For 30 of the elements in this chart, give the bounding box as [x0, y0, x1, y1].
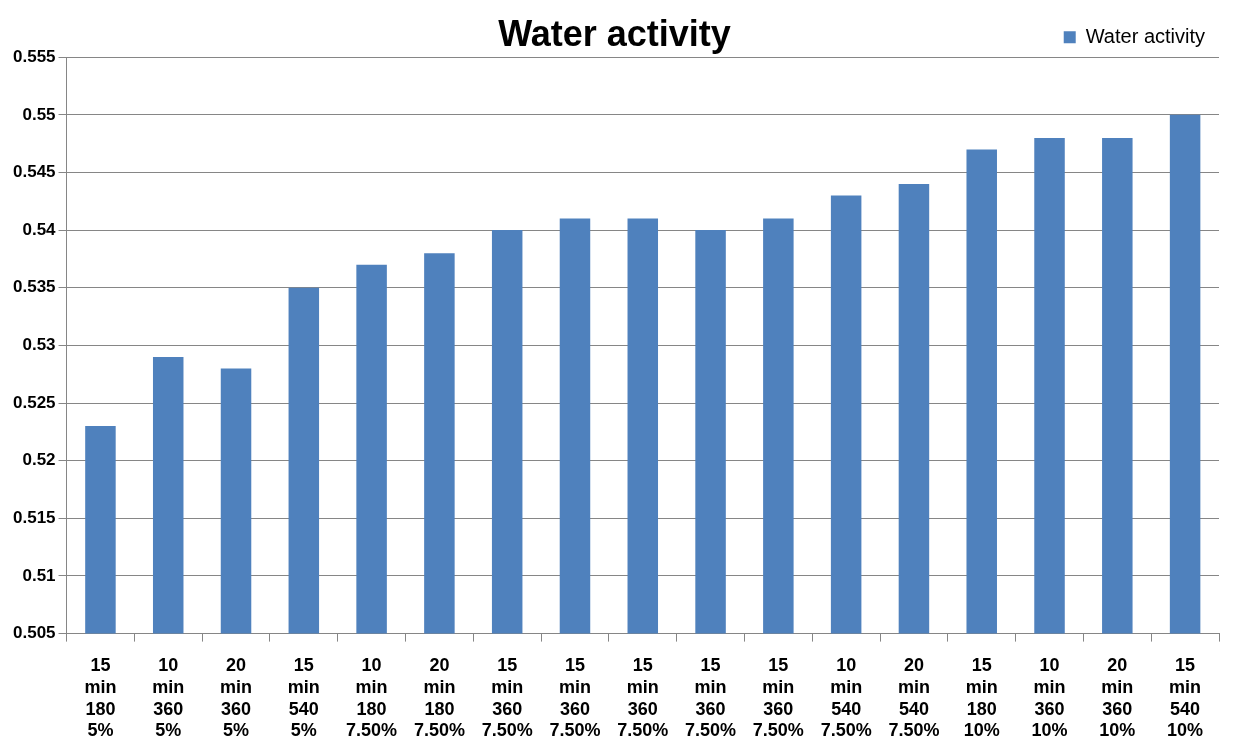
x-tick-label: 20 min 360 10% [1099, 655, 1136, 741]
x-tick-label: 15 min 360 7.50% [549, 655, 601, 741]
x-tick-label: 15 min 360 7.50% [752, 655, 804, 741]
y-tick-label: 0.52 [22, 450, 56, 470]
y-tick-label: 0.545 [12, 162, 56, 182]
legend-label: Water activity [1085, 24, 1205, 47]
y-tick-label: 0.555 [12, 46, 56, 66]
x-tick-label: 20 min 180 7.50% [413, 655, 465, 741]
x-tick-label: 15 min 360 7.50% [685, 655, 737, 741]
y-tick-label: 0.51 [22, 565, 56, 585]
x-tick-label: 15 min 540 10% [1167, 655, 1204, 741]
x-tick-label: 10 min 360 10% [1031, 655, 1068, 741]
x-tick-label: 15 min 180 5% [84, 655, 117, 741]
x-tick-label: 20 min 360 5% [220, 655, 253, 741]
y-tick-label: 0.515 [12, 508, 56, 528]
chart-title: Water activity [498, 12, 731, 54]
y-tick-label: 0.54 [22, 219, 57, 239]
x-tick-label: 15 min 540 5% [287, 655, 320, 741]
x-tick-label: 15 min 360 7.50% [617, 655, 669, 741]
x-tick-label: 10 min 360 5% [152, 655, 185, 741]
x-tick-label: 15 min 180 10% [963, 655, 1000, 741]
y-tick-label: 0.505 [12, 623, 56, 643]
y-tick-label: 0.53 [22, 335, 56, 355]
x-tick-label: 10 min 540 7.50% [820, 655, 872, 741]
y-tick-label: 0.525 [12, 392, 56, 412]
x-tick-label: 20 min 540 7.50% [888, 655, 940, 741]
y-tick-label: 0.535 [12, 277, 56, 297]
x-tick-label: 10 min 180 7.50% [346, 655, 398, 741]
y-tick-label: 0.55 [22, 104, 56, 124]
x-tick-label: 15 min 360 7.50% [481, 655, 533, 741]
